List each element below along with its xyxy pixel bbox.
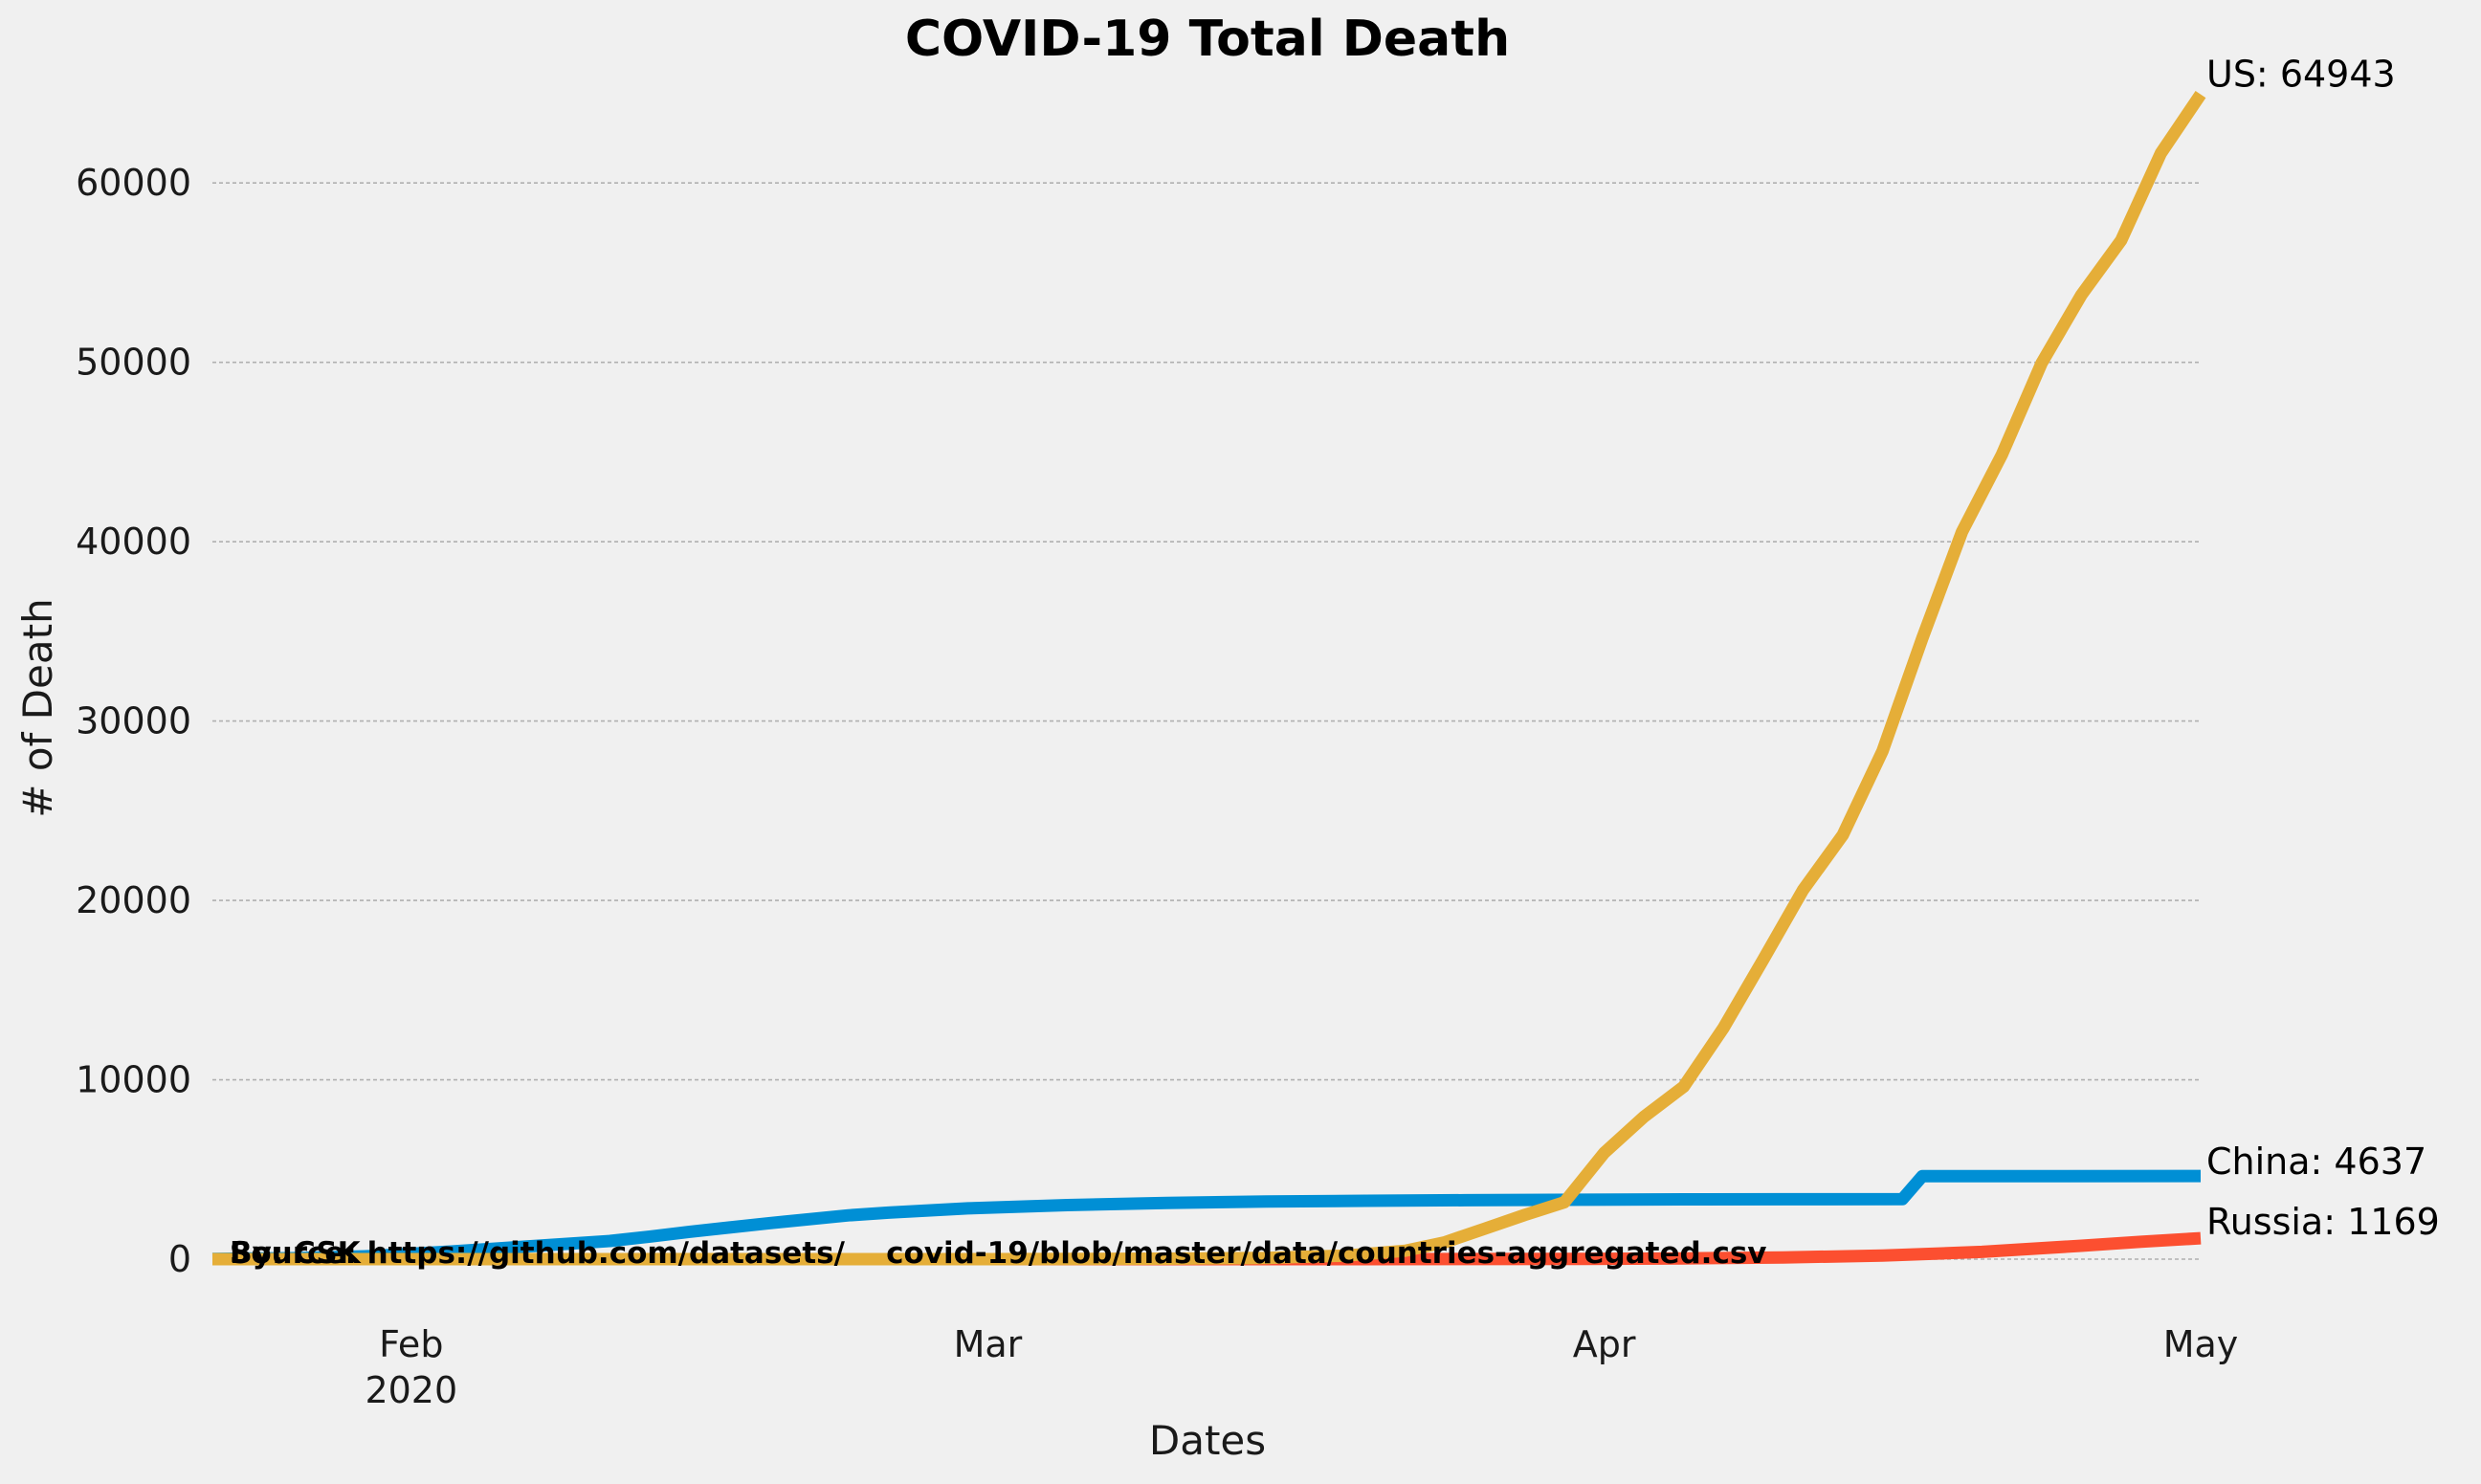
y-axis-label: # of Death: [14, 598, 61, 817]
x-tick-label: Apr: [1573, 1323, 1636, 1365]
x-tick-sublabel: 2020: [365, 1369, 457, 1411]
author-text: By: CSK: [230, 1236, 362, 1271]
end-label-us: US: 64943: [2206, 54, 2396, 96]
y-tick-label: 30000: [76, 700, 191, 742]
x-tick-label: Mar: [954, 1323, 1023, 1365]
y-tick-label: 40000: [76, 521, 191, 563]
y-tick-labels: 0 10000 20000 30000 40000 50000 60000: [76, 162, 191, 1280]
end-label-china: China: 4637: [2206, 1141, 2426, 1183]
x-axis-label: Dates: [1149, 1417, 1266, 1464]
y-tick-label: 50000: [76, 342, 191, 384]
y-tick-label: 60000: [76, 162, 191, 204]
y-tick-label: 10000: [76, 1059, 191, 1101]
x-tick-label: Feb: [379, 1323, 443, 1365]
end-label-russia: Russia: 1169: [2206, 1201, 2440, 1243]
x-tick-label: May: [2163, 1323, 2239, 1365]
end-labels: China: 4637 Russia: 1169 US: 64943: [2206, 54, 2440, 1244]
series-line-russia: [212, 1231, 2202, 1266]
series-lines: [211, 90, 2206, 1266]
source-text: Source: https://github.com/datasets/ cov…: [230, 1236, 1767, 1271]
y-tick-label: 20000: [76, 879, 191, 921]
series-line-us: [212, 90, 2206, 1266]
y-tick-label: 0: [168, 1238, 191, 1280]
chart-title: COVID-19 Total Death: [905, 11, 1510, 68]
series-line-china: [211, 1169, 2202, 1266]
